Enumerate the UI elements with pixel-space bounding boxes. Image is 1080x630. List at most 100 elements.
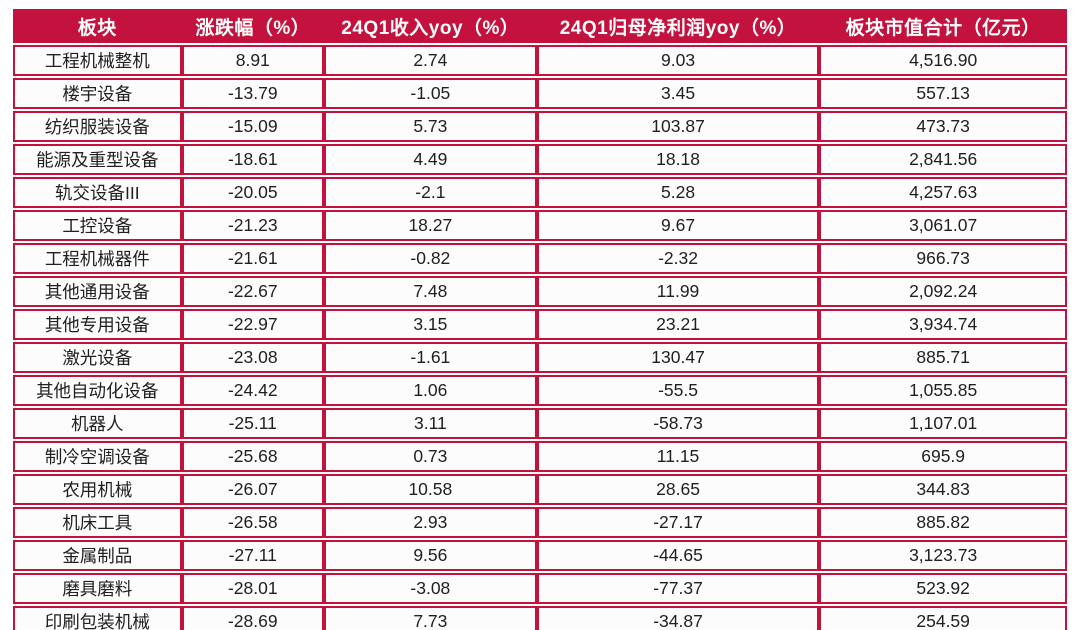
table-row: 机床工具 -26.58 2.93 -27.17 885.82 bbox=[13, 507, 1067, 538]
value-cell: 18.18 bbox=[536, 144, 820, 175]
value-cell: -13.79 bbox=[181, 78, 324, 109]
table-row: 工程机械整机 8.91 2.74 9.03 4,516.90 bbox=[13, 45, 1067, 76]
table-row: 楼宇设备 -13.79 -1.05 3.45 557.13 bbox=[13, 78, 1067, 109]
sector-name-cell: 其他自动化设备 bbox=[13, 375, 182, 406]
header-revenue-yoy: 24Q1收入yoy（%） bbox=[323, 9, 537, 43]
value-cell: 557.13 bbox=[819, 78, 1067, 109]
header-netprofit-yoy: 24Q1归母净利润yoy（%） bbox=[536, 9, 820, 43]
value-cell: -27.11 bbox=[181, 540, 324, 571]
value-cell: -25.68 bbox=[181, 441, 324, 472]
value-cell: 103.87 bbox=[536, 111, 820, 142]
value-cell: 3,934.74 bbox=[819, 309, 1067, 340]
sector-name-cell: 制冷空调设备 bbox=[13, 441, 182, 472]
value-cell: 2,841.56 bbox=[819, 144, 1067, 175]
sector-name-cell: 印刷包装机械 bbox=[13, 606, 182, 630]
value-cell: 254.59 bbox=[819, 606, 1067, 630]
table-body: 工程机械整机 8.91 2.74 9.03 4,516.90 楼宇设备 -13.79 -1.0… bbox=[13, 45, 1067, 630]
header-sector: 板块 bbox=[13, 9, 182, 43]
sector-name-cell: 机床工具 bbox=[13, 507, 182, 538]
value-cell: -22.97 bbox=[181, 309, 324, 340]
value-cell: 10.58 bbox=[323, 474, 537, 505]
sector-name-cell: 其他专用设备 bbox=[13, 309, 182, 340]
table-row: 工控设备 -21.23 18.27 9.67 3,061.07 bbox=[13, 210, 1067, 241]
value-cell: 3.15 bbox=[323, 309, 537, 340]
value-cell: 3,061.07 bbox=[819, 210, 1067, 241]
value-cell: 966.73 bbox=[819, 243, 1067, 274]
table-row: 工程机械器件 -21.61 -0.82 -2.32 966.73 bbox=[13, 243, 1067, 274]
value-cell: -34.87 bbox=[536, 606, 820, 630]
value-cell: -28.69 bbox=[181, 606, 324, 630]
value-cell: 11.15 bbox=[536, 441, 820, 472]
value-cell: -26.58 bbox=[181, 507, 324, 538]
value-cell: -26.07 bbox=[181, 474, 324, 505]
value-cell: -3.08 bbox=[323, 573, 537, 604]
value-cell: -21.23 bbox=[181, 210, 324, 241]
sector-name-cell: 农用机械 bbox=[13, 474, 182, 505]
value-cell: -58.73 bbox=[536, 408, 820, 439]
value-cell: 344.83 bbox=[819, 474, 1067, 505]
value-cell: 23.21 bbox=[536, 309, 820, 340]
table-row: 磨具磨料 -28.01 -3.08 -77.37 523.92 bbox=[13, 573, 1067, 604]
value-cell: -55.5 bbox=[536, 375, 820, 406]
value-cell: -20.05 bbox=[181, 177, 324, 208]
sector-name-cell: 楼宇设备 bbox=[13, 78, 182, 109]
table-row: 能源及重型设备 -18.61 4.49 18.18 2,841.56 bbox=[13, 144, 1067, 175]
value-cell: 2,092.24 bbox=[819, 276, 1067, 307]
value-cell: 130.47 bbox=[536, 342, 820, 373]
value-cell: 1.06 bbox=[323, 375, 537, 406]
value-cell: -25.11 bbox=[181, 408, 324, 439]
value-cell: 885.82 bbox=[819, 507, 1067, 538]
table-header: 板块 涨跌幅（%） 24Q1收入yoy（%） 24Q1归母净利润yoy（%） 板… bbox=[13, 9, 1067, 43]
value-cell: 7.73 bbox=[323, 606, 537, 630]
value-cell: 4.49 bbox=[323, 144, 537, 175]
value-cell: 1,055.85 bbox=[819, 375, 1067, 406]
sector-name-cell: 磨具磨料 bbox=[13, 573, 182, 604]
table-row: 印刷包装机械 -28.69 7.73 -34.87 254.59 bbox=[13, 606, 1067, 630]
sector-name-cell: 金属制品 bbox=[13, 540, 182, 571]
table-row: 其他通用设备 -22.67 7.48 11.99 2,092.24 bbox=[13, 276, 1067, 307]
value-cell: -2.1 bbox=[323, 177, 537, 208]
value-cell: 7.48 bbox=[323, 276, 537, 307]
table-row: 机器人 -25.11 3.11 -58.73 1,107.01 bbox=[13, 408, 1067, 439]
value-cell: 28.65 bbox=[536, 474, 820, 505]
value-cell: -21.61 bbox=[181, 243, 324, 274]
value-cell: -1.05 bbox=[323, 78, 537, 109]
value-cell: -2.32 bbox=[536, 243, 820, 274]
value-cell: 9.03 bbox=[536, 45, 820, 76]
sector-performance-table: 板块 涨跌幅（%） 24Q1收入yoy（%） 24Q1归母净利润yoy（%） 板… bbox=[13, 7, 1067, 630]
sector-name-cell: 轨交设备III bbox=[13, 177, 182, 208]
table-row: 轨交设备III -20.05 -2.1 5.28 4,257.63 bbox=[13, 177, 1067, 208]
sector-name-cell: 机器人 bbox=[13, 408, 182, 439]
value-cell: 695.9 bbox=[819, 441, 1067, 472]
value-cell: 3.45 bbox=[536, 78, 820, 109]
value-cell: 523.92 bbox=[819, 573, 1067, 604]
table-row: 制冷空调设备 -25.68 0.73 11.15 695.9 bbox=[13, 441, 1067, 472]
sector-name-cell: 工程机械器件 bbox=[13, 243, 182, 274]
table-row: 农用机械 -26.07 10.58 28.65 344.83 bbox=[13, 474, 1067, 505]
value-cell: 473.73 bbox=[819, 111, 1067, 142]
value-cell: -22.67 bbox=[181, 276, 324, 307]
sector-name-cell: 其他通用设备 bbox=[13, 276, 182, 307]
value-cell: 3.11 bbox=[323, 408, 537, 439]
value-cell: 8.91 bbox=[181, 45, 324, 76]
value-cell: 5.28 bbox=[536, 177, 820, 208]
sector-name-cell: 能源及重型设备 bbox=[13, 144, 182, 175]
header-marketcap: 板块市值合计（亿元） bbox=[819, 9, 1067, 43]
table-row: 金属制品 -27.11 9.56 -44.65 3,123.73 bbox=[13, 540, 1067, 571]
value-cell: 4,516.90 bbox=[819, 45, 1067, 76]
value-cell: -24.42 bbox=[181, 375, 324, 406]
header-row: 板块 涨跌幅（%） 24Q1收入yoy（%） 24Q1归母净利润yoy（%） 板… bbox=[13, 9, 1067, 43]
value-cell: 885.71 bbox=[819, 342, 1067, 373]
value-cell: 2.93 bbox=[323, 507, 537, 538]
sector-name-cell: 工控设备 bbox=[13, 210, 182, 241]
value-cell: -27.17 bbox=[536, 507, 820, 538]
value-cell: 5.73 bbox=[323, 111, 537, 142]
sector-name-cell: 工程机械整机 bbox=[13, 45, 182, 76]
value-cell: 18.27 bbox=[323, 210, 537, 241]
value-cell: 11.99 bbox=[536, 276, 820, 307]
table-row: 激光设备 -23.08 -1.61 130.47 885.71 bbox=[13, 342, 1067, 373]
value-cell: -18.61 bbox=[181, 144, 324, 175]
value-cell: 9.56 bbox=[323, 540, 537, 571]
value-cell: -1.61 bbox=[323, 342, 537, 373]
